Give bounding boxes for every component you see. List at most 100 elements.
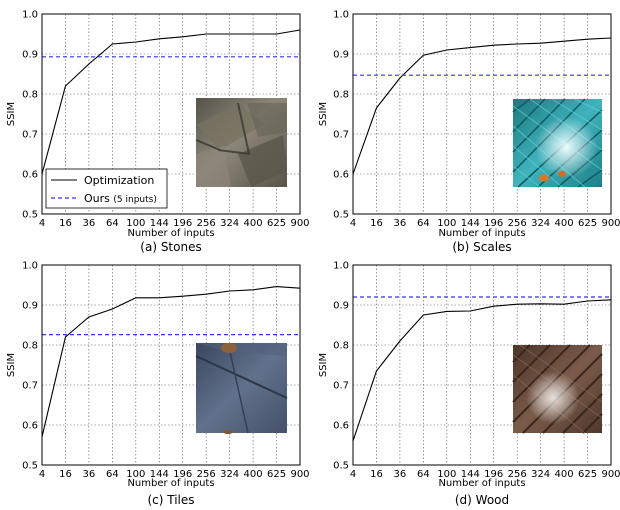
inset-image-tiles <box>195 342 288 434</box>
x-tick-label: 625 <box>267 218 286 229</box>
x-tick-label: 16 <box>59 469 72 480</box>
x-tick-label: 324 <box>220 469 239 480</box>
y-axis-label: SSIM <box>318 102 329 126</box>
y-tick-label: 0.5 <box>333 461 349 472</box>
y-tick-label: 1.0 <box>22 261 38 272</box>
x-tick-label: 196 <box>173 469 192 480</box>
x-tick-label: 900 <box>290 218 309 229</box>
series-layer <box>352 296 612 442</box>
legend-label-ours: Ours (5 inputs) <box>84 192 157 205</box>
x-tick-label: 400 <box>555 218 574 229</box>
x-tick-label: 100 <box>437 218 456 229</box>
legend-ours-name: Ours <box>84 192 110 205</box>
plot-frame <box>41 264 301 466</box>
y-tick-label: 0.6 <box>333 170 349 181</box>
y-tick-label: 0.5 <box>22 210 38 221</box>
x-tick-label: 64 <box>417 218 430 229</box>
y-tick-label: 0.7 <box>333 381 349 392</box>
x-tick-label: 100 <box>437 469 456 480</box>
x-tick-label: 256 <box>197 218 216 229</box>
y-tick-label: 0.9 <box>22 50 38 61</box>
x-tick-label: 144 <box>150 469 169 480</box>
x-tick-label: 900 <box>290 469 309 480</box>
y-tick-label: 0.9 <box>22 301 38 312</box>
chart-panel-tiles: 0.5 0.6 0.7 0.8 0.9 1.0 4 16 36 64 100 144 196 256 32… <box>6 261 310 508</box>
series-line-optimization <box>352 299 612 442</box>
x-tick-label: 64 <box>106 469 119 480</box>
y-tick-labels: 0.5 0.6 0.7 0.8 0.9 1.0 <box>22 261 38 472</box>
y-tick-label: 0.5 <box>333 210 349 221</box>
chart-panel-stones: 0.5 0.6 0.7 0.8 0.9 1.0 4 16 36 64 100 144 196 256 32… <box>6 10 310 255</box>
series-layer <box>41 286 301 438</box>
x-tick-label: 900 <box>601 469 620 480</box>
y-tick-label: 0.7 <box>22 130 38 141</box>
legend-ours-note: (5 inputs) <box>113 195 156 205</box>
y-tick-labels: 0.5 0.6 0.7 0.8 0.9 1.0 <box>333 261 349 472</box>
x-tick-label: 324 <box>531 218 550 229</box>
x-axis-label: Number of inputs <box>438 478 525 489</box>
x-tick-label: 400 <box>244 218 263 229</box>
x-tick-label: 4 <box>39 469 45 480</box>
y-tick-label: 0.7 <box>22 381 38 392</box>
x-tick-label: 625 <box>267 469 286 480</box>
y-tick-label: 0.6 <box>22 421 38 432</box>
series-layer <box>352 37 612 175</box>
y-tick-label: 0.8 <box>22 90 38 101</box>
x-tick-label: 64 <box>417 469 430 480</box>
plot-frame <box>352 264 612 466</box>
plot-frame <box>352 13 612 215</box>
x-axis-label: Number of inputs <box>438 228 525 239</box>
x-tick-label: 36 <box>394 218 407 229</box>
y-tick-labels: 0.5 0.6 0.7 0.8 0.9 1.0 <box>333 10 349 221</box>
legend: Optimization Ours (5 inputs) <box>45 168 168 209</box>
panel-caption: (b) Scales <box>452 240 511 254</box>
y-axis-label: SSIM <box>318 353 329 377</box>
x-tick-label: 256 <box>508 469 527 480</box>
y-tick-label: 1.0 <box>333 261 349 272</box>
x-axis-label: Number of inputs <box>127 228 214 239</box>
x-tick-label: 324 <box>220 218 239 229</box>
x-tick-label: 144 <box>461 469 480 480</box>
y-tick-label: 1.0 <box>22 10 38 21</box>
y-tick-label: 0.9 <box>333 50 349 61</box>
series-line-optimization <box>352 37 612 175</box>
y-tick-label: 0.8 <box>22 341 38 352</box>
x-tick-label: 196 <box>484 218 503 229</box>
x-tick-label: 36 <box>83 218 96 229</box>
x-tick-label: 196 <box>484 469 503 480</box>
y-axis-label: SSIM <box>6 102 17 126</box>
y-tick-label: 0.5 <box>22 461 38 472</box>
panel-caption: (c) Tiles <box>147 493 194 507</box>
x-tick-label: 256 <box>197 469 216 480</box>
legend-label-optimization: Optimization <box>84 174 154 187</box>
x-tick-labels: 4 16 36 64 100 144 196 256 324 400 625 900 <box>39 469 310 480</box>
y-tick-label: 0.7 <box>333 130 349 141</box>
series-layer <box>41 29 301 175</box>
y-axis-label: SSIM <box>6 353 17 377</box>
x-tick-label: 144 <box>150 218 169 229</box>
x-tick-label: 4 <box>350 469 356 480</box>
x-tick-label: 400 <box>555 469 574 480</box>
series-line-optimization <box>41 286 301 438</box>
y-tick-label: 0.9 <box>333 301 349 312</box>
x-tick-label: 625 <box>578 469 597 480</box>
x-tick-labels: 4 16 36 64 100 144 196 256 324 400 625 900 <box>39 218 310 229</box>
x-tick-label: 4 <box>350 218 356 229</box>
inset-image-scales <box>512 98 603 188</box>
chart-panel-wood: 0.5 0.6 0.7 0.8 0.9 1.0 4 16 36 64 100 144 196 256 32… <box>318 261 620 508</box>
y-tick-label: 1.0 <box>333 10 349 21</box>
x-tick-label: 400 <box>244 469 263 480</box>
x-tick-label: 16 <box>59 218 72 229</box>
x-tick-label: 625 <box>578 218 597 229</box>
x-tick-label: 196 <box>173 218 192 229</box>
inset-image-stones <box>195 98 287 187</box>
y-tick-label: 0.8 <box>333 90 349 101</box>
x-tick-label: 4 <box>39 218 45 229</box>
x-tick-label: 900 <box>601 218 620 229</box>
plot-frame <box>41 13 301 215</box>
x-axis-label: Number of inputs <box>127 478 214 489</box>
series-line-optimization <box>41 29 301 175</box>
y-tick-label: 0.6 <box>333 421 349 432</box>
y-tick-label: 0.6 <box>22 170 38 181</box>
